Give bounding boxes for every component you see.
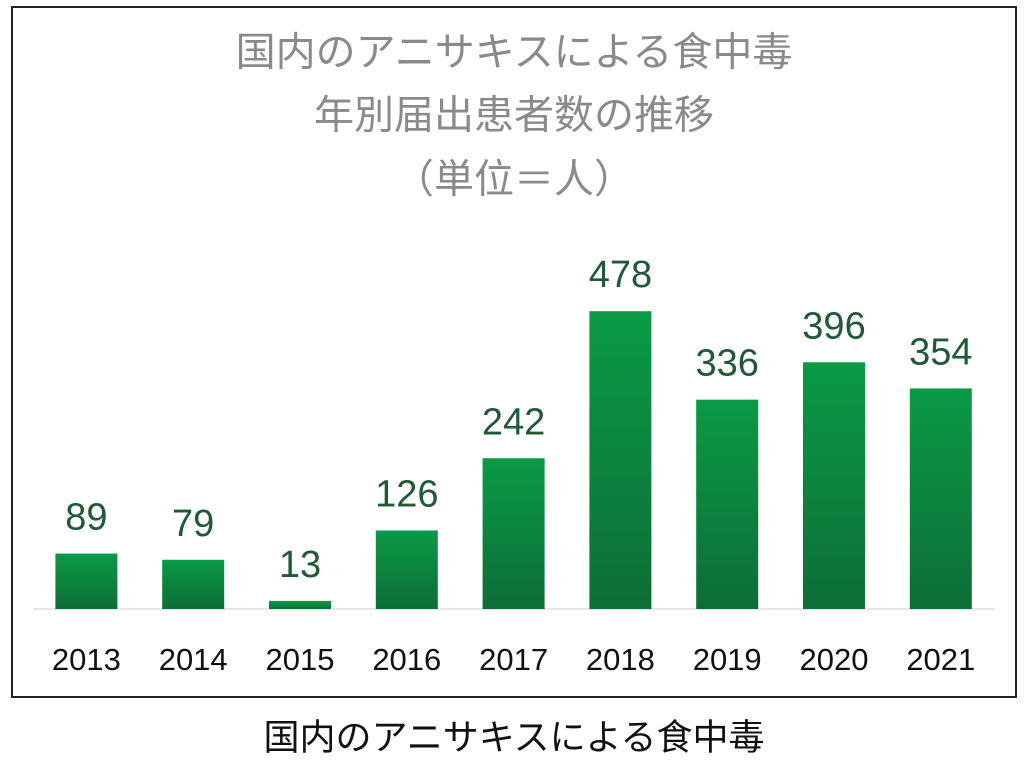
bar — [482, 458, 545, 609]
x-tick-label: 2018 — [586, 642, 655, 677]
bar — [55, 553, 118, 609]
x-tick-label: 2015 — [266, 642, 335, 677]
value-label: 354 — [909, 331, 972, 373]
bar — [696, 399, 759, 609]
chart-title: 年別届出患者数の推移 — [314, 94, 714, 138]
x-tick-label: 2021 — [906, 642, 975, 677]
value-label: 89 — [65, 497, 107, 539]
x-tick-label: 2013 — [52, 642, 121, 677]
value-label: 79 — [172, 503, 214, 545]
bar — [803, 362, 865, 609]
caption: 国内のアニサキスによる食中毒 — [263, 717, 764, 758]
x-tick-label: 2017 — [479, 642, 548, 677]
bar — [269, 600, 331, 609]
value-label: 336 — [695, 343, 758, 385]
value-label: 242 — [482, 401, 545, 443]
x-tick-label: 2016 — [372, 642, 441, 677]
value-label: 13 — [279, 544, 321, 586]
bar — [162, 559, 225, 609]
chart-title: （単位＝人） — [394, 158, 634, 202]
chart-title: 国内のアニサキスによる食中毒 — [236, 31, 793, 75]
value-label: 126 — [375, 474, 438, 516]
value-label: 396 — [802, 305, 865, 347]
value-label: 478 — [589, 254, 652, 296]
x-tick-label: 2019 — [693, 642, 762, 677]
bar — [589, 311, 652, 609]
bar — [909, 388, 972, 609]
chart-frame — [11, 6, 1017, 698]
x-tick-label: 2020 — [800, 642, 869, 677]
bar — [375, 530, 438, 609]
x-tick-label: 2014 — [159, 642, 228, 677]
